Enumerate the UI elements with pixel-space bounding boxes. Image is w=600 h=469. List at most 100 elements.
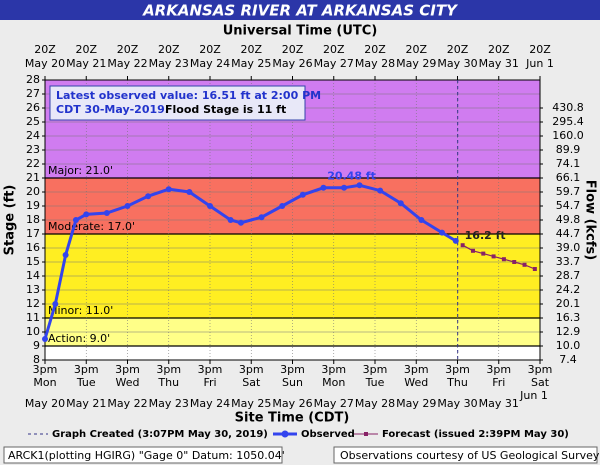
chart-title: ARKANSAS RIVER AT ARKANSAS CITY: [142, 2, 459, 20]
top-tick-date: May 23: [149, 57, 189, 70]
y-tick-label: 21: [26, 171, 40, 184]
top-tick-date: May 26: [272, 57, 312, 70]
x-tick-weekday: Thu: [157, 376, 179, 389]
x-tick-time: 3pm: [239, 363, 264, 376]
y-tick-label: 12: [26, 297, 40, 310]
x-tick-weekday: Fri: [203, 376, 216, 389]
observed-point: [452, 237, 459, 244]
top-tick-date: May 28: [355, 57, 395, 70]
y2-tick-label: 39.0: [556, 241, 581, 254]
x-tick-time: 3pm: [363, 363, 388, 376]
x-tick-weekday: Sat: [531, 376, 550, 389]
x-tick-time: 3pm: [321, 363, 346, 376]
y-tick-label: 23: [26, 143, 40, 156]
observed-point: [52, 301, 59, 307]
footer-box: [333, 446, 598, 464]
observed-point: [62, 252, 69, 258]
top-tick-date: May 20: [25, 57, 65, 70]
x-tick-date: May 20: [25, 397, 65, 410]
plot-frame: [44, 79, 541, 361]
x-tick-weekday: Sat: [242, 376, 261, 389]
x-tick-weekday: Tue: [365, 376, 385, 389]
y2-tick-label: 28.7: [556, 269, 581, 282]
forecast-label: 16.2 ft: [465, 229, 506, 242]
flood-label: Minor: 11.0': [48, 304, 113, 317]
observed-point: [72, 217, 79, 223]
y2-tick-label: 12.9: [556, 325, 581, 338]
top-tick-time: 20Z: [117, 43, 139, 56]
forecast-point: [460, 243, 465, 248]
y2-tick-label: 54.7: [556, 199, 581, 212]
x-tick-date: May 25: [231, 397, 271, 410]
observed-point: [83, 211, 90, 218]
x-tick-date: May 31: [479, 397, 519, 410]
y-tick-label: 19: [26, 199, 40, 212]
legend-forecast-marker: [364, 432, 368, 436]
x-tick-date: May 28: [355, 397, 395, 410]
top-tick-date: May 29: [396, 57, 436, 70]
info-text: CDT 30-May-2019.: [56, 103, 169, 116]
x-tick-date: May 22: [107, 397, 147, 410]
top-tick-time: 20Z: [488, 43, 510, 56]
observed-point: [165, 186, 172, 193]
top-tick-time: 20Z: [34, 43, 56, 56]
top-tick-date: May 24: [190, 57, 230, 70]
y2-tick-label: 33.7: [556, 255, 581, 268]
top-tick-date: May 25: [231, 57, 271, 70]
y2-tick-label: 16.3: [556, 311, 581, 324]
top-tick-date: May 21: [66, 57, 106, 70]
legend-label: Graph Created (3:07PM May 30, 2019): [52, 429, 268, 440]
x-tick-weekday: Tue: [76, 376, 96, 389]
y-tick-label: 16: [26, 241, 40, 254]
observed-point: [237, 219, 244, 226]
flood-label: Moderate: 17.0': [48, 220, 135, 233]
plot: 8910111213141516171819202122232425262728…: [25, 43, 584, 410]
x-tick-weekday: Mon: [322, 376, 345, 389]
y-tick-label: 27: [26, 87, 40, 100]
observed-point: [320, 184, 327, 191]
y2-tick-label: 295.4: [552, 115, 584, 128]
y-tick-label: 25: [26, 115, 40, 128]
observed-point: [124, 203, 131, 209]
y-tick-label: 13: [26, 283, 40, 296]
observed-point: [103, 210, 110, 216]
observed-point: [258, 214, 265, 221]
x-tick-date: May 24: [190, 397, 230, 410]
x-tick-time: 3pm: [404, 363, 429, 376]
y-tick-label: 10: [26, 325, 40, 338]
top-tick-date: May 31: [479, 57, 519, 70]
top-tick-time: 20Z: [364, 43, 386, 56]
observed-point: [439, 229, 446, 236]
y-tick-label: 8: [33, 353, 40, 366]
x-tick-time: 3pm: [445, 363, 470, 376]
y2-tick-label: 7.4: [559, 353, 577, 366]
top-tick-date: May 27: [314, 57, 354, 70]
y2-tick-label: 49.8: [556, 213, 581, 226]
forecast-point: [512, 260, 517, 264]
y-tick-label: 11: [26, 311, 40, 324]
x-tick-weekday: Fri: [492, 376, 505, 389]
observed-point: [207, 203, 213, 209]
footer-box: [3, 446, 283, 464]
x-tick-weekday: Wed: [116, 376, 140, 389]
flood-label: Action: 9.0': [48, 332, 110, 345]
forecast-point: [522, 262, 527, 267]
observed-point: [418, 217, 425, 223]
forecast-point: [532, 267, 537, 271]
observed-point: [279, 203, 286, 209]
y2-tick-label: 24.2: [556, 283, 581, 296]
x-tick-date: May 30: [437, 397, 477, 410]
top-tick-time: 20Z: [323, 43, 345, 56]
x-tick-time: 3pm: [486, 363, 511, 376]
y-tick-label: 24: [26, 129, 40, 142]
y-tick-label: 15: [26, 255, 40, 268]
top-axis-label: Universal Time (UTC): [223, 24, 378, 39]
top-tick-time: 20Z: [158, 43, 180, 56]
top-tick-time: 20Z: [282, 43, 304, 56]
y-tick-label: 14: [26, 269, 40, 282]
observed-point: [341, 184, 348, 191]
y2-tick-label: 430.8: [552, 101, 584, 114]
y-tick-label: 22: [26, 157, 40, 170]
x-tick-weekday: Sun: [282, 376, 303, 389]
x-tick-weekday: Mon: [33, 376, 56, 389]
